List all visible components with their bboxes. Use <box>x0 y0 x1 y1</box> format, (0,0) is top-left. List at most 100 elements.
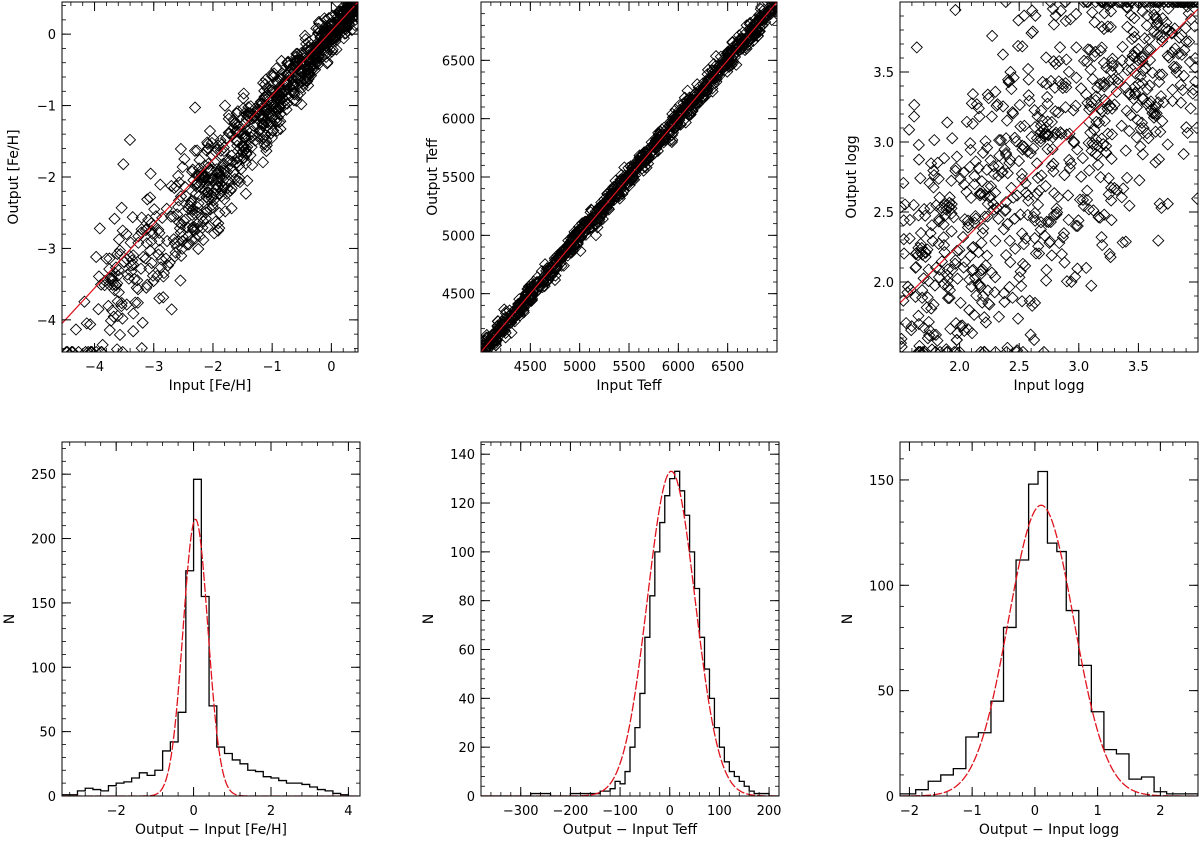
data-point <box>274 115 287 128</box>
data-point <box>137 250 150 264</box>
data-point <box>1082 203 1096 216</box>
data-point <box>972 161 985 175</box>
x-tick-label: 2 <box>267 804 275 819</box>
data-point <box>1017 9 1031 22</box>
data-point <box>85 345 99 352</box>
data-point <box>977 222 990 235</box>
data-point <box>1045 249 1058 262</box>
data-point <box>1027 333 1041 347</box>
data-point <box>205 188 218 202</box>
data-point <box>754 3 767 16</box>
data-point <box>1145 103 1158 116</box>
data-point <box>292 63 305 76</box>
data-point <box>1166 94 1179 108</box>
y-tick-label: 250 <box>31 468 56 483</box>
data-point <box>239 142 253 155</box>
x-tick-label: 0 <box>327 360 335 375</box>
data-point <box>949 161 963 175</box>
y-axis-label: Output logg <box>844 135 860 218</box>
data-point <box>313 17 326 30</box>
data-point <box>965 97 979 110</box>
data-point <box>914 237 927 251</box>
data-point <box>1104 2 1117 9</box>
y-tick-label: 5500 <box>442 171 475 186</box>
scatter-points <box>900 2 1198 352</box>
data-point <box>770 2 777 9</box>
data-point <box>1152 234 1165 247</box>
data-point <box>919 250 932 263</box>
data-point <box>1095 105 1109 118</box>
plot-area <box>62 2 358 352</box>
data-point <box>1070 41 1083 54</box>
data-point <box>981 180 994 193</box>
data-point <box>997 287 1010 300</box>
data-point <box>979 135 992 148</box>
y-tick-label: 4500 <box>442 288 475 303</box>
data-point <box>950 150 964 163</box>
data-point <box>954 296 967 309</box>
data-point <box>943 284 957 297</box>
data-point <box>256 125 269 138</box>
data-point <box>976 289 990 303</box>
data-point <box>975 175 989 188</box>
data-point <box>312 50 325 64</box>
panel-teff-scatter: 4500 5000 5500 6000 6500 4500 5000 5500 6000 6500… <box>425 1 778 394</box>
data-point <box>172 235 185 248</box>
data-point <box>1016 40 1029 53</box>
panel-logg-scatter: 2.0 2.5 3.0 3.5 2.0 2.5 3.0 3.5 Input logg Output… <box>844 1 1199 394</box>
y-axis-label: Output Teff <box>425 138 441 216</box>
data-point <box>1040 51 1053 64</box>
data-point <box>945 174 958 187</box>
data-point <box>215 185 228 198</box>
data-point <box>184 194 198 208</box>
data-point <box>1136 148 1149 161</box>
data-point <box>940 345 953 352</box>
data-point <box>990 201 1004 215</box>
data-point <box>1018 119 1031 132</box>
data-point <box>1151 28 1164 41</box>
data-point <box>918 203 931 216</box>
data-point <box>312 15 326 29</box>
data-point <box>260 134 273 147</box>
data-point <box>997 223 1011 236</box>
data-point <box>1177 69 1190 82</box>
data-point <box>1111 2 1125 9</box>
data-point <box>1099 2 1113 9</box>
data-point <box>726 57 739 70</box>
data-point <box>1086 72 1099 86</box>
data-point <box>1097 137 1110 151</box>
y-tick-label: 2.5 <box>873 206 894 221</box>
data-point <box>503 304 516 317</box>
data-point <box>1174 78 1187 91</box>
y-tick-label: 20 <box>458 741 475 756</box>
data-point <box>998 295 1011 309</box>
data-point <box>1098 114 1111 128</box>
data-point <box>1095 41 1108 54</box>
data-point <box>1136 92 1150 106</box>
x-tick-label: −1 <box>963 804 982 819</box>
histogram-steps <box>62 478 350 796</box>
data-point <box>938 209 952 222</box>
data-point <box>1037 123 1050 136</box>
data-point <box>981 210 994 223</box>
data-point <box>1001 217 1014 231</box>
x-tick-label: 5500 <box>612 360 645 375</box>
data-point <box>1121 20 1134 33</box>
x-axis-label: Input [Fe/H] <box>169 378 252 394</box>
data-point <box>211 180 225 193</box>
data-point <box>199 212 212 225</box>
data-point <box>753 25 766 38</box>
data-point <box>1160 16 1173 29</box>
plot-area <box>481 470 779 796</box>
data-point <box>972 278 985 291</box>
data-point <box>1069 219 1083 232</box>
data-point <box>1116 236 1129 249</box>
data-point <box>749 13 762 26</box>
data-point <box>116 224 129 237</box>
data-point <box>914 226 928 240</box>
data-point <box>1162 2 1176 9</box>
data-point <box>981 197 994 211</box>
x-tick-label: 2 <box>1156 804 1164 819</box>
data-point <box>112 264 125 277</box>
